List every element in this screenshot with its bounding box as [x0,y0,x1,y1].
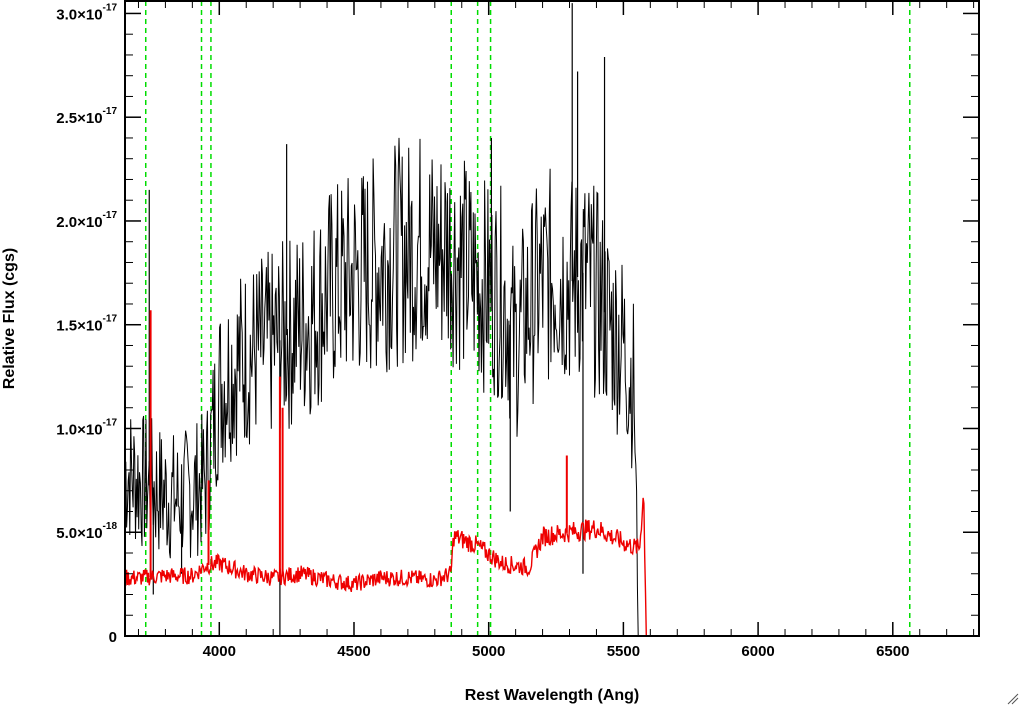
x-tick-label: 6500 [876,643,909,660]
y-tick-label: 3.0×10-17 [56,2,117,23]
y-tick-label: 2.5×10-17 [56,106,117,127]
y-axis-title: Relative Flux (cgs) [1,248,18,389]
axis-ticks [125,1,979,637]
tick-labels: 4000 4500 5000 5500 6000 6500 0 5.0×10-18 1.0×10… [56,2,909,660]
x-tick-label: 5500 [607,643,640,660]
y-tick-label: 1.5×10-17 [56,314,117,335]
plot-frame [124,0,980,637]
x-tick-label: 4000 [203,643,236,660]
x-axis-title: Rest Wavelength (Ang) [465,687,640,704]
flux-spectrum-line [124,137,639,637]
x-tick-label: 5000 [472,643,505,660]
y-tick-label: 5.0×10-18 [56,521,117,542]
y-tick-label: 0 [109,629,117,646]
y-tick-label: 2.0×10-17 [56,210,117,231]
error-spectrum-line [124,497,979,637]
x-tick-label: 6000 [741,643,774,660]
series-layer [124,3,979,637]
y-tick-label: 1.0×10-17 [56,417,117,438]
resize-grip-icon[interactable] [1007,693,1019,705]
x-tick-label: 4500 [337,643,370,660]
